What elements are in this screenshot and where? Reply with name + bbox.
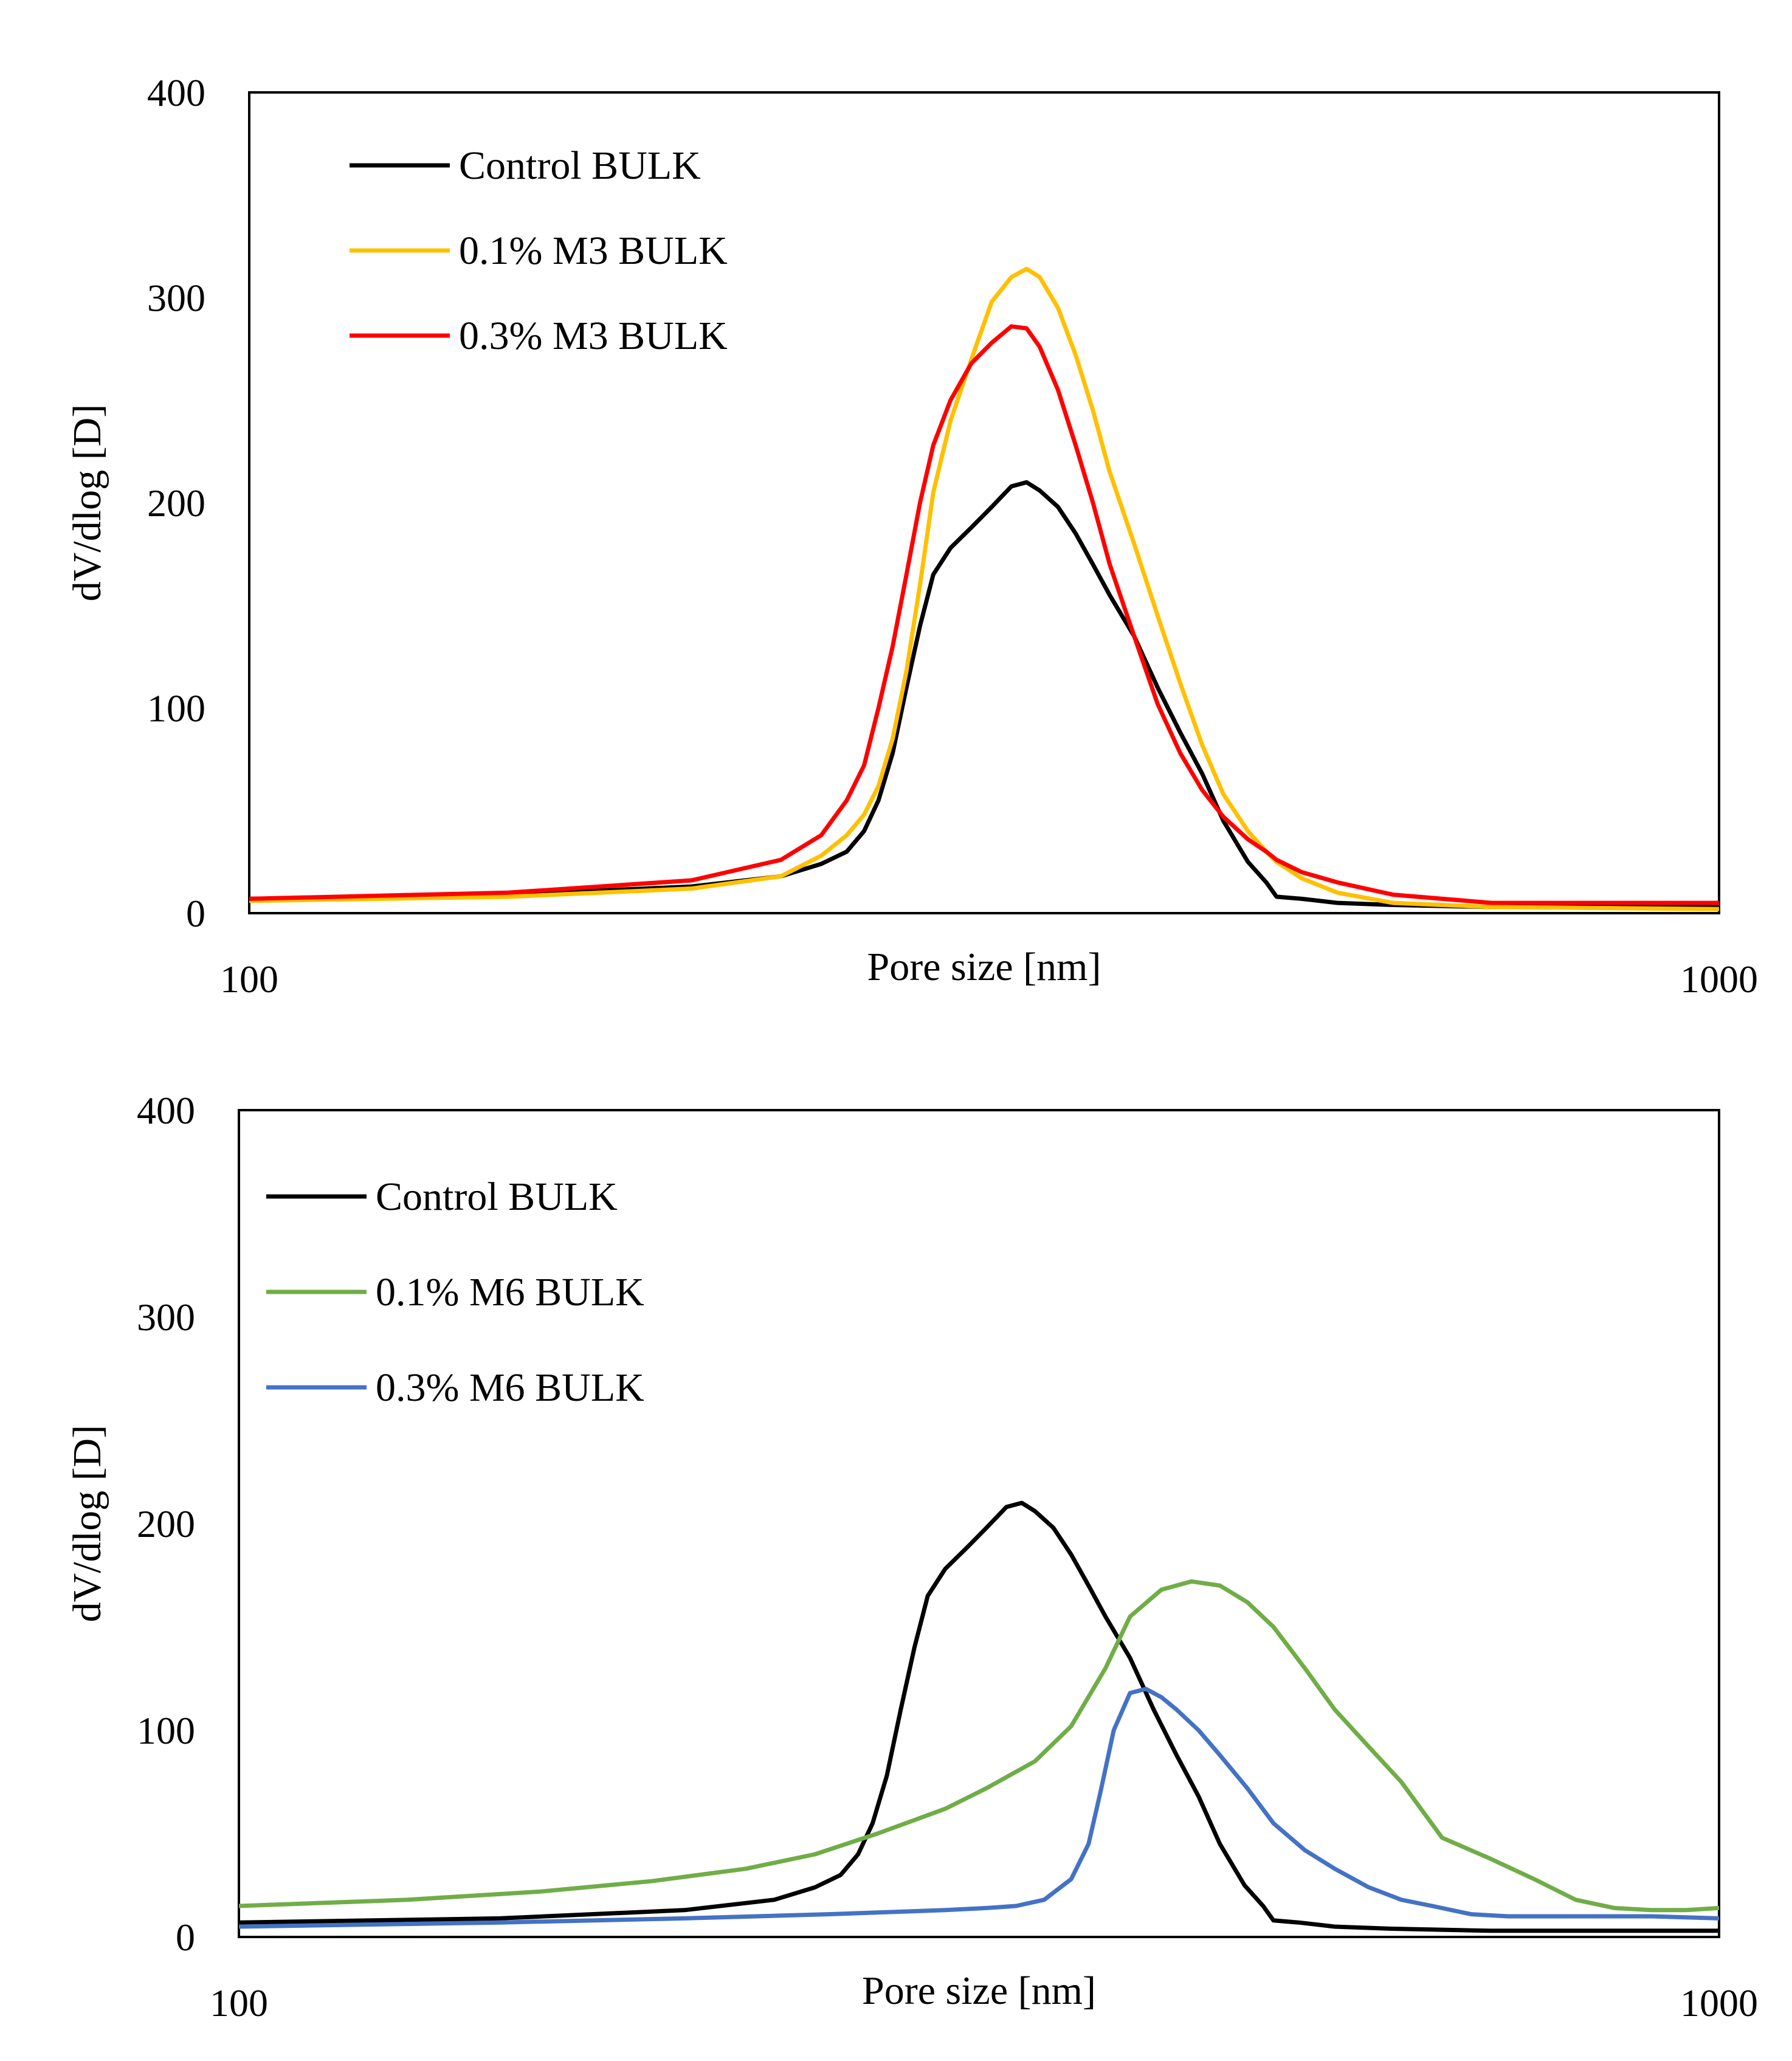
series-line-1 — [249, 480, 1719, 910]
plot-frame — [248, 91, 1720, 914]
x-axis-label: Pore size [nm] — [867, 945, 1101, 989]
legend-label: 0.3% M6 BULK — [376, 1365, 644, 1410]
chart-1: 0 100 200 300 400 100 1000 Pore size [nm] dV/dlo… — [65, 71, 1758, 1001]
x-tick-label: 100 — [210, 1981, 268, 2025]
series-line-1 — [239, 1500, 1719, 1933]
y-tick-label: 200 — [147, 482, 205, 525]
legend-label: 0.1% M6 BULK — [376, 1270, 644, 1314]
y-tick-label: 400 — [147, 71, 205, 114]
y-axis-label: dV/dlog [D] — [65, 404, 109, 601]
series-line-2 — [249, 266, 1719, 911]
y-tick-label: 100 — [137, 1709, 195, 1752]
chart-2: 0 100 200 300 400 100 1000 Pore size [nm] dV/dlo… — [65, 1089, 1758, 2025]
x-axis-label: Pore size [nm] — [862, 1969, 1096, 2013]
legend-label: Control BULK — [459, 143, 701, 188]
series-line-2 — [239, 1579, 1719, 1913]
y-tick-label: 200 — [137, 1502, 195, 1545]
series-line-3 — [239, 1686, 1719, 1929]
x-tick-label: 1000 — [1680, 958, 1758, 1001]
legend-label: 0.3% M3 BULK — [459, 314, 728, 358]
y-tick-label: 300 — [137, 1296, 195, 1339]
y-tick-label: 0 — [176, 1916, 195, 1959]
legend-label: 0.1% M3 BULK — [459, 229, 728, 273]
y-axis-label: dV/dlog [D] — [65, 1425, 109, 1622]
y-tick-label: 100 — [147, 687, 205, 730]
legend-label: Control BULK — [376, 1175, 618, 1219]
series-line-3 — [249, 324, 1719, 905]
x-tick-label: 100 — [220, 958, 278, 1001]
plot-frame — [238, 1109, 1720, 1938]
y-tick-label: 400 — [137, 1089, 195, 1132]
x-tick-label: 1000 — [1680, 1981, 1758, 2025]
y-tick-label: 0 — [186, 892, 205, 935]
y-tick-label: 300 — [147, 277, 205, 320]
